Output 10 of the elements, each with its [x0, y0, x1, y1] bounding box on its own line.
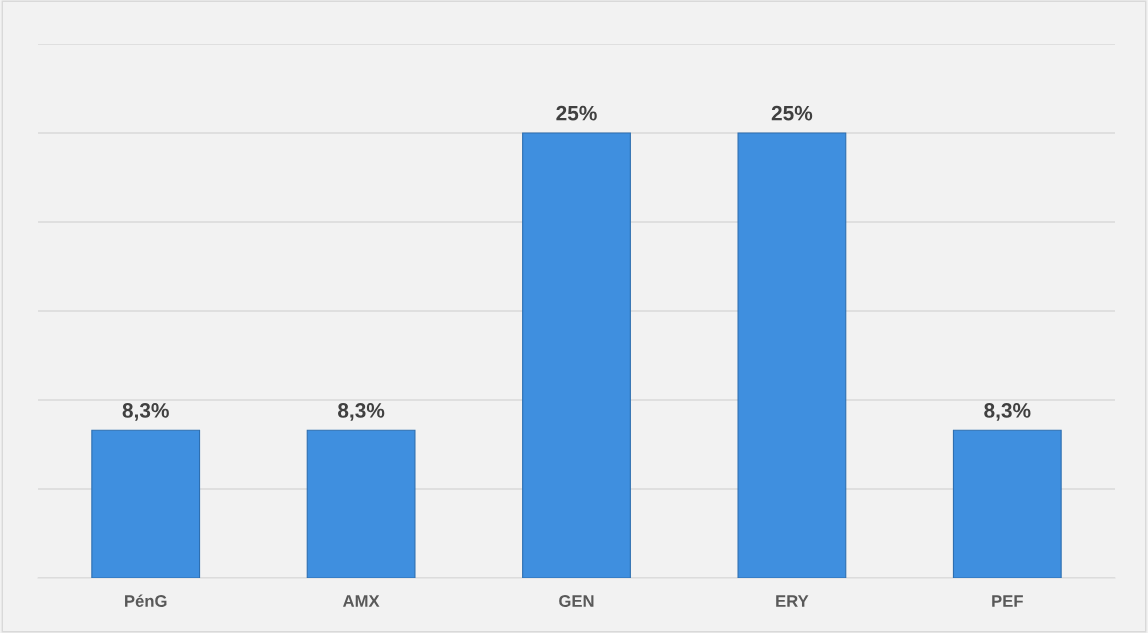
data-label: 25% [556, 105, 597, 121]
x-tick-label: PEF [992, 595, 1023, 607]
x-tick-label: PénG [125, 594, 167, 607]
data-label: 8,3% [122, 403, 169, 421]
data-label: 25% [771, 105, 813, 121]
x-tick-label: AMX [343, 595, 380, 607]
x-tick-label: GEN [559, 595, 594, 607]
data-label: 8,3% [338, 403, 385, 421]
data-label: 8,3% [984, 403, 1031, 421]
x-tick-label: ERY [776, 595, 809, 607]
